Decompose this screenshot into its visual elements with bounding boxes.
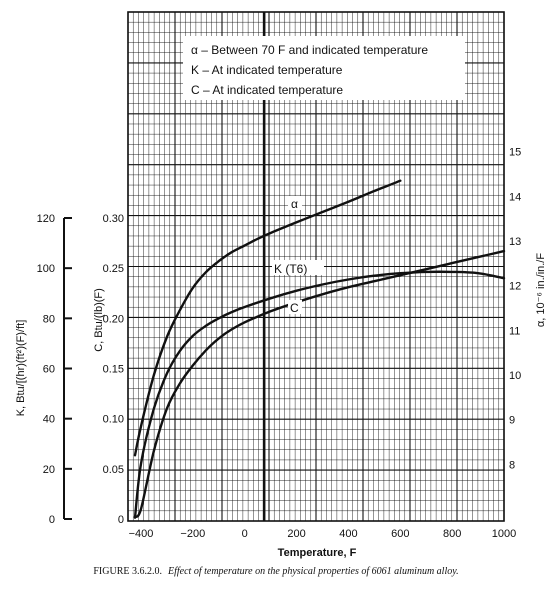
alpha-tick-label: 8 [509,459,515,471]
chart-figure: α – Between 70 F and indicated temperatu… [15,11,547,559]
caption-title: Effect of temperature on the physical pr… [168,566,459,577]
curve-label-k-t6: K (T6) [274,262,307,276]
x-tick-label: 600 [391,528,409,540]
x-tick-label: −200 [180,528,205,540]
alpha-tick-label: 12 [509,281,521,293]
x-tick-label: 800 [443,528,461,540]
alpha-tick-label: 15 [509,147,521,159]
curve-k-t6 [133,270,506,519]
k-tick-label: 20 [43,464,55,476]
alpha-axis-label: α, 10⁻⁶ in./in./F [535,253,547,327]
c-tick-label: 0.15 [103,364,124,376]
x-tick-labels: −400 −200 0 200 400 600 800 1000 [129,528,517,540]
k-tick-label: 40 [43,414,55,426]
x-axis-label: Temperature, F [278,547,357,559]
curve-label-k-bg [272,260,324,275]
c-tick-label: 0.25 [103,263,124,275]
legend-item-k: K – At indicated temperature [191,63,343,77]
curve-label-c: C [290,301,299,315]
k-tick-label: 120 [37,213,55,225]
k-tick-label: 0 [49,514,55,526]
curve-label-alpha-bg [288,196,302,210]
c-tick-label: 0 [118,514,124,526]
c-tick-label: 0.30 [103,213,124,225]
curve-alpha [133,179,402,457]
alpha-tick-label: 9 [509,415,515,427]
x-tick-label: −400 [129,528,154,540]
k-axis: 0 20 40 60 80 100 120 [37,213,72,526]
c-axis: 0 0.05 0.10 0.15 0.20 0.25 0.30 [103,213,124,526]
figure-caption: FIGURE 3.6.2.0. Effect of temperature on … [0,566,552,577]
k-tick-label: 60 [43,364,55,376]
legend-item-alpha: α – Between 70 F and indicated temperatu… [191,43,428,57]
plot-frame [127,11,505,522]
c-tick-label: 0.05 [103,464,124,476]
x-tick-label: 200 [287,528,305,540]
legend-background [183,36,465,100]
curve-label-alpha: α [291,197,298,211]
c-axis-label: C, Btu/(lb)(F) [93,288,105,352]
alpha-tick-label: 14 [509,191,521,203]
alpha-axis: 8 9 10 11 12 13 14 15 [509,147,521,472]
data-curves [133,179,506,519]
alpha-tick-label: 11 [509,325,520,337]
chart-grid [127,11,505,522]
c-tick-label: 0.10 [103,414,124,426]
alpha-tick-label: 10 [509,370,521,382]
legend-item-c: C – At indicated temperature [191,83,343,97]
c-tick-label: 0.20 [103,313,124,325]
alpha-tick-label: 13 [509,236,521,248]
curve-c [133,249,506,519]
x-tick-label: 400 [339,528,357,540]
k-tick-label: 80 [43,313,55,325]
k-tick-label: 100 [37,263,55,275]
x-tick-label: 1000 [492,528,516,540]
x-tick-label: 0 [242,528,248,540]
legend: α – Between 70 F and indicated temperatu… [183,36,465,100]
curve-label-c-bg [288,300,302,314]
k-axis-label: K, Btu/[(hr)(ft²)(F)/ft] [15,320,27,417]
caption-label: FIGURE 3.6.2.0. [93,566,162,577]
